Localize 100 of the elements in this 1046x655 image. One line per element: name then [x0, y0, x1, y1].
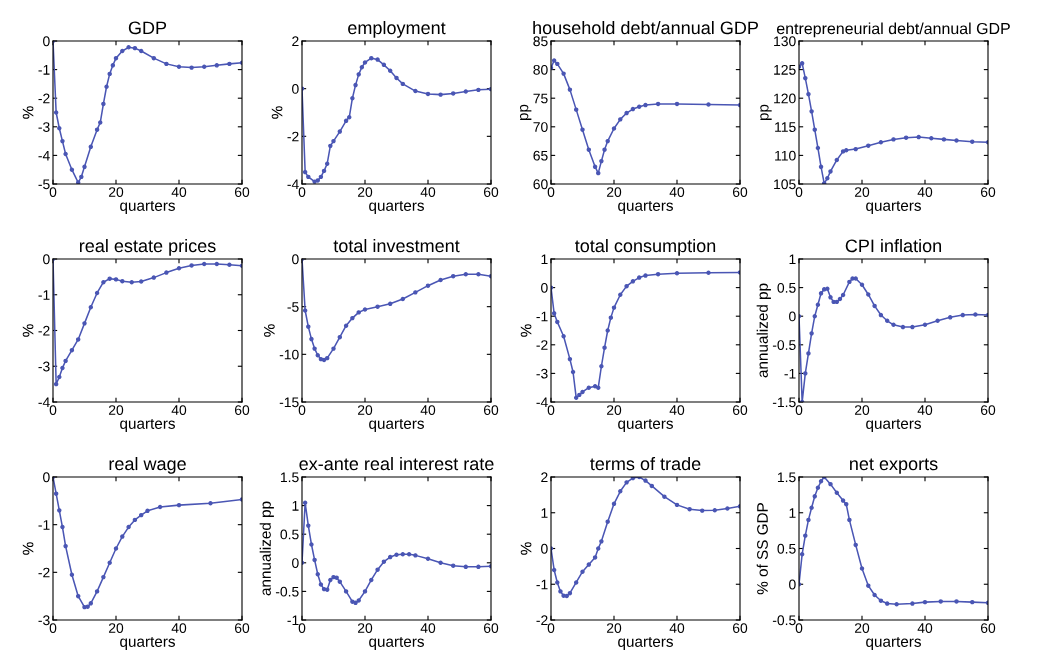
y-tick-label: -2 — [38, 325, 50, 336]
x-tick-label: 40 — [420, 187, 436, 197]
x-tick-label: 60 — [732, 187, 748, 197]
y-tick-label: 0 — [292, 558, 299, 568]
x-tick-label: 40 — [171, 187, 187, 197]
y-tick-label: -1 — [536, 579, 548, 590]
y-tick-label: 0 — [43, 254, 50, 265]
y-tick-label: 1 — [292, 501, 299, 511]
x-tick-label: 20 — [357, 623, 373, 633]
x-tick-label: 40 — [669, 187, 685, 197]
chart-title: net exports — [850, 458, 938, 474]
x-tick-label: 40 — [420, 405, 436, 415]
x-tick-label: 60 — [234, 405, 250, 415]
y-tick-label: -3 — [38, 122, 50, 132]
x-tick-label: 20 — [606, 623, 622, 633]
y-tick-label: 125 — [774, 64, 796, 75]
x-tick-label: 60 — [732, 623, 748, 633]
y-tick-label: 0 — [292, 254, 299, 265]
y-axis-title: annualized pp — [756, 283, 771, 378]
y-axis-title: % — [520, 324, 532, 337]
x-tick-label: 40 — [917, 405, 933, 415]
y-axis-title: % of SS GDP — [756, 503, 768, 595]
y-tick-label: 0 — [292, 84, 299, 94]
y-tick-label: 0.5 — [777, 282, 796, 293]
y-tick-label: 0.5 — [280, 529, 299, 540]
chart-title: terms of trade — [590, 456, 701, 471]
y-tick-label: 1 — [789, 254, 796, 265]
y-tick-label: -4 — [38, 397, 50, 408]
y-tick-label: 0 — [541, 282, 548, 293]
y-tick-label: -4 — [536, 397, 548, 408]
x-axis-title: quarters — [618, 200, 673, 214]
x-axis-title: quarters — [120, 200, 175, 214]
y-tick-label: -1 — [38, 290, 50, 300]
y-tick-label: -4 — [38, 150, 50, 161]
x-axis-title: quarters — [866, 418, 921, 432]
y-tick-label: 0 — [789, 311, 796, 322]
y-tick-label: -15 — [279, 397, 299, 408]
y-tick-label: -1 — [536, 311, 548, 322]
y-tick-label: 65 — [533, 150, 548, 161]
y-tick-label: -5 — [38, 179, 50, 190]
y-axis-title: pp — [520, 104, 532, 121]
y-axis-title: annualized pp — [259, 501, 274, 596]
y-axis-title: pp — [760, 104, 772, 121]
y-axis-title: % — [263, 324, 275, 337]
x-axis-title: quarters — [369, 418, 424, 432]
x-axis-title: quarters — [369, 636, 424, 650]
x-tick-label: 40 — [171, 405, 187, 415]
chart-title: CPI inflation — [845, 238, 941, 253]
y-tick-label: -3 — [38, 361, 50, 372]
y-tick-label: 2 — [292, 36, 299, 47]
y-tick-label: -1 — [287, 615, 299, 626]
x-tick-label: 20 — [606, 187, 622, 197]
y-tick-label: -2 — [38, 567, 50, 578]
y-tick-label: 80 — [533, 64, 548, 75]
x-axis-title: quarters — [369, 200, 424, 214]
y-tick-label: 110 — [775, 150, 796, 161]
y-tick-label: 60 — [533, 179, 548, 190]
x-tick-label: 60 — [980, 623, 996, 633]
chart-title: entrepreneurial debt/annual GDP — [776, 22, 1010, 38]
x-tick-label: 20 — [854, 405, 870, 415]
x-tick-label: 20 — [108, 187, 124, 197]
chart-title: real wage — [109, 456, 186, 474]
y-tick-label: -1 — [38, 520, 50, 530]
y-tick-label: -3 — [38, 615, 50, 626]
y-tick-label: 1.5 — [777, 472, 796, 483]
y-tick-label: 1 — [541, 508, 548, 518]
chart-title: employment — [348, 20, 446, 38]
chart-title: ex-ante real interest rate — [299, 456, 494, 471]
x-tick-label: 20 — [357, 187, 373, 197]
x-tick-label: 40 — [669, 623, 685, 633]
y-tick-label: -0.5 — [772, 340, 796, 350]
y-tick-label: 105 — [774, 179, 796, 190]
y-tick-label: -1.5 — [772, 397, 796, 408]
x-axis-title: quarters — [120, 636, 175, 650]
x-tick-label: 60 — [234, 187, 250, 197]
chart-title: GDP — [128, 21, 167, 35]
y-tick-label: -4 — [287, 179, 299, 190]
y-tick-label: 0 — [541, 543, 548, 554]
y-tick-label: -2 — [287, 131, 299, 142]
x-tick-label: 40 — [917, 623, 933, 633]
x-tick-label: 40 — [420, 623, 436, 633]
y-tick-label: 1 — [541, 254, 548, 265]
x-tick-label: 60 — [483, 187, 499, 197]
x-tick-label: 60 — [732, 405, 748, 415]
x-axis-title: quarters — [618, 636, 673, 650]
y-tick-label: -10 — [279, 349, 299, 360]
x-axis-title: quarters — [120, 418, 175, 432]
x-tick-label: 40 — [171, 623, 187, 633]
x-tick-label: 60 — [980, 405, 996, 415]
x-tick-label: 20 — [854, 623, 870, 633]
x-axis-title: quarters — [618, 418, 673, 432]
y-tick-label: -3 — [536, 368, 548, 379]
y-tick-label: 0 — [43, 472, 50, 483]
x-tick-label: 40 — [917, 187, 933, 197]
x-tick-label: 60 — [483, 405, 499, 415]
x-tick-label: 20 — [108, 623, 124, 633]
y-tick-label: 75 — [533, 93, 548, 104]
y-axis-title: % — [22, 324, 34, 337]
y-tick-label: 0 — [43, 36, 50, 47]
y-tick-label: -5 — [287, 302, 299, 312]
